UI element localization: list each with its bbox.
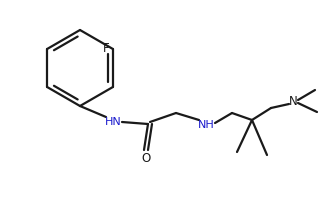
Text: O: O [142,152,151,165]
Text: N: N [289,95,297,108]
Text: F: F [103,42,109,55]
Text: NH: NH [197,120,214,130]
Text: HN: HN [105,117,121,127]
